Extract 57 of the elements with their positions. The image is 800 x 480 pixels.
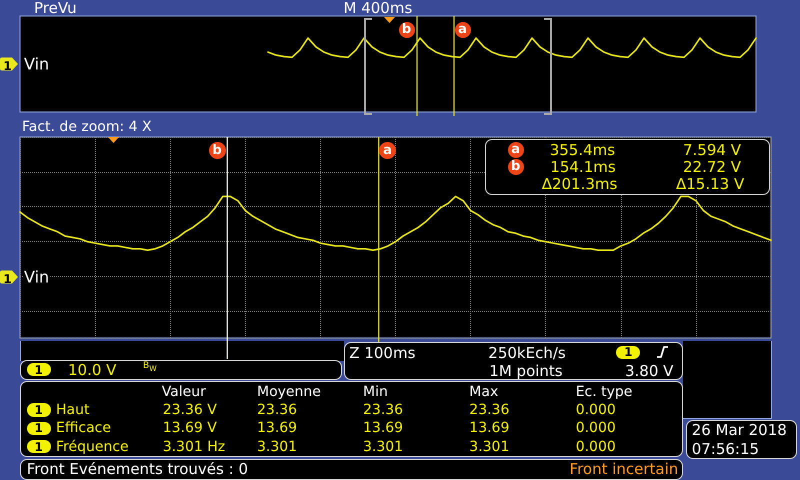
text: 23.36 [257, 402, 298, 419]
text: 1 [34, 421, 43, 436]
text: a [383, 142, 392, 159]
chart-title: Fact. de zoom: 4 X [22, 118, 152, 136]
text: 3.301 [257, 438, 298, 456]
text: Δ201.3ms [542, 174, 618, 193]
text: 0.000 [576, 438, 616, 456]
text: Ec. type [576, 384, 632, 401]
text: 3.80 V [625, 362, 674, 380]
text: Haut [56, 402, 90, 419]
text: 23.36 [363, 402, 404, 419]
text: Front incertain [570, 460, 678, 478]
text: 3.301 Hz [162, 438, 226, 456]
text: 1M points [489, 362, 563, 380]
text: a [511, 142, 520, 158]
text: 13.69 [363, 420, 404, 437]
text: Moyenne [257, 384, 321, 401]
legend-label: Vin [24, 268, 50, 286]
text: 3.301 [363, 438, 404, 456]
text: 26 Mar 2018 [692, 421, 787, 440]
text: 154.1ms [550, 158, 616, 176]
text: 13.69 [469, 420, 510, 437]
text: 3.301 [469, 438, 510, 456]
text: 0.000 [576, 420, 616, 437]
text: Min [363, 384, 388, 401]
text: 13.69 [257, 420, 298, 437]
text: M 400ms [344, 0, 412, 17]
text: Max [469, 384, 498, 401]
text: b [212, 142, 222, 159]
text: 23.36 [469, 402, 510, 419]
text: 355.4ms [550, 140, 616, 159]
text: 1 [624, 345, 632, 360]
chart-title: PreVu [34, 0, 77, 17]
text: 1 [3, 58, 12, 73]
text: 07:56:15 [692, 440, 760, 458]
text: 22.72 V [683, 158, 741, 176]
text: Valeur [162, 384, 206, 401]
text: 23.36 V [162, 402, 217, 419]
text: 1 [34, 440, 43, 454]
text: Fréquence [56, 438, 129, 456]
text: b [402, 22, 412, 38]
text: 7.594 V [683, 140, 741, 159]
text: b [511, 158, 520, 175]
text: 10.0 V [68, 361, 116, 380]
text: 0.000 [576, 402, 616, 419]
text: Efficace [56, 420, 111, 437]
text: 1 [3, 272, 12, 286]
text: Δ15.13 V [676, 174, 744, 193]
text: Z 100ms [349, 344, 416, 362]
text: Front Evénements trouvés : 0 [26, 460, 248, 478]
text: a [458, 22, 467, 38]
text: 13.69 V [162, 420, 217, 437]
text: 1 [34, 362, 43, 378]
text: 250kEch/s [488, 344, 566, 362]
legend-label: Vin [24, 54, 50, 74]
text: B$_{W}$ [143, 360, 157, 374]
text: 1 [34, 403, 43, 418]
